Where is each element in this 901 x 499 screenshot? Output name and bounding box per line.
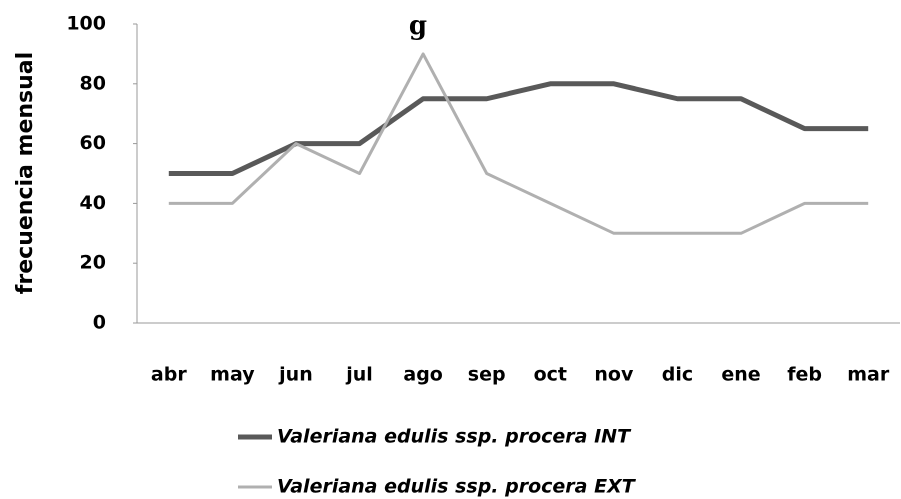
x-tick-label: jun bbox=[278, 364, 313, 386]
x-tick-label: jul bbox=[345, 364, 373, 386]
x-tick-label: nov bbox=[594, 364, 634, 386]
y-tick-label: 60 bbox=[80, 132, 106, 154]
y-tick-label: 0 bbox=[93, 312, 106, 334]
x-tick-label: dic bbox=[662, 364, 693, 386]
chart-title: g bbox=[409, 11, 427, 41]
x-tick-label: abr bbox=[151, 364, 187, 386]
x-tick-label: sep bbox=[468, 364, 506, 386]
y-axis-label: frecuencia mensual bbox=[13, 52, 38, 294]
y-tick-label: 100 bbox=[66, 13, 106, 35]
legend-label: Valeriana edulis ssp. procera INT bbox=[277, 426, 632, 448]
y-tick-label: 80 bbox=[80, 72, 106, 94]
x-tick-label: ago bbox=[403, 364, 442, 386]
x-tick-label: ene bbox=[721, 364, 760, 386]
series-line bbox=[168, 81, 869, 176]
series-line bbox=[168, 52, 869, 235]
x-tick-label: may bbox=[210, 364, 255, 386]
x-tick-label: mar bbox=[847, 364, 890, 386]
x-tick-label: feb bbox=[787, 364, 822, 386]
y-tick-label: 20 bbox=[80, 252, 106, 274]
y-tick-label: 40 bbox=[80, 192, 106, 214]
legend-label: Valeriana edulis ssp. procera EXT bbox=[277, 476, 637, 498]
x-tick-label: oct bbox=[534, 364, 567, 386]
